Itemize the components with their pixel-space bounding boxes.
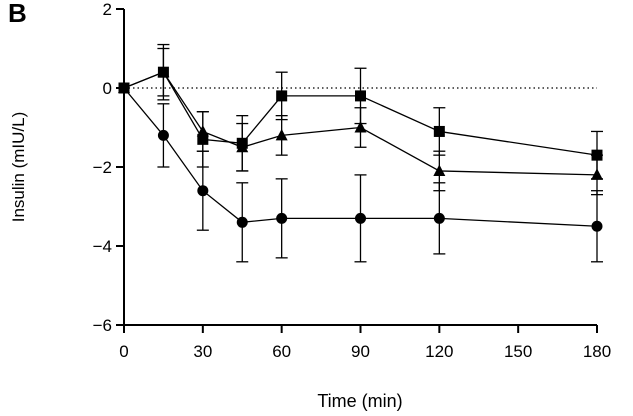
triangle-marker — [118, 81, 130, 93]
circle-series — [118, 82, 603, 263]
x-tick-label: 0 — [119, 342, 128, 361]
y-axis-label: Insulin (mIU/L) — [9, 112, 28, 223]
triangle-marker — [157, 65, 170, 78]
series-line — [123, 71, 598, 176]
y-tick-label: −2 — [93, 158, 112, 177]
triangle-marker — [591, 168, 603, 180]
y-tick-label: 0 — [103, 79, 112, 98]
triangle-marker — [196, 124, 209, 137]
triangle-marker — [275, 128, 288, 141]
x-tick-label: 90 — [351, 342, 370, 361]
triangle-marker — [236, 140, 249, 153]
series-layer — [118, 43, 603, 263]
x-tick-label: 120 — [425, 342, 453, 361]
circle-marker — [157, 129, 169, 141]
x-tick-label: 180 — [583, 342, 611, 361]
x-tick-label: 30 — [193, 342, 212, 361]
x-axis-label: Time (min) — [317, 391, 402, 411]
triangle-series — [118, 47, 603, 196]
circle-marker — [276, 212, 288, 224]
triangle-marker — [354, 121, 367, 133]
x-tick-label: 60 — [272, 342, 291, 361]
circle-marker — [197, 185, 209, 197]
y-tick-label: −6 — [93, 316, 112, 335]
x-tick-label: 150 — [504, 342, 532, 361]
square-marker — [433, 125, 445, 137]
series-line — [123, 87, 598, 227]
triangle-marker — [433, 164, 446, 176]
circle-marker — [236, 216, 248, 228]
y-tick-label: 2 — [103, 0, 112, 19]
circle-marker — [355, 212, 366, 224]
series-line — [123, 71, 598, 156]
circle-marker — [433, 212, 445, 224]
square-marker — [355, 90, 366, 102]
square-marker — [276, 90, 288, 102]
panel-label: B — [8, 0, 27, 28]
y-tick-label: −4 — [93, 237, 112, 256]
circle-marker — [591, 220, 603, 232]
axes-layer: −6 −4 −2 0 2 0 30 60 90 120 150 180 — [93, 0, 612, 361]
